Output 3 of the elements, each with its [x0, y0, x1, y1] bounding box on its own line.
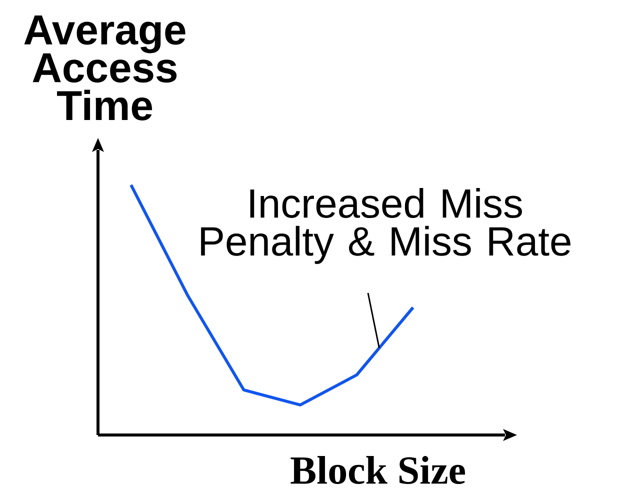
y-axis-title: Average Access Time	[24, 16, 186, 120]
x-axis-title: Block Size	[290, 456, 465, 484]
annotation: Increased Miss Penalty & Miss Rate	[201, 188, 570, 264]
